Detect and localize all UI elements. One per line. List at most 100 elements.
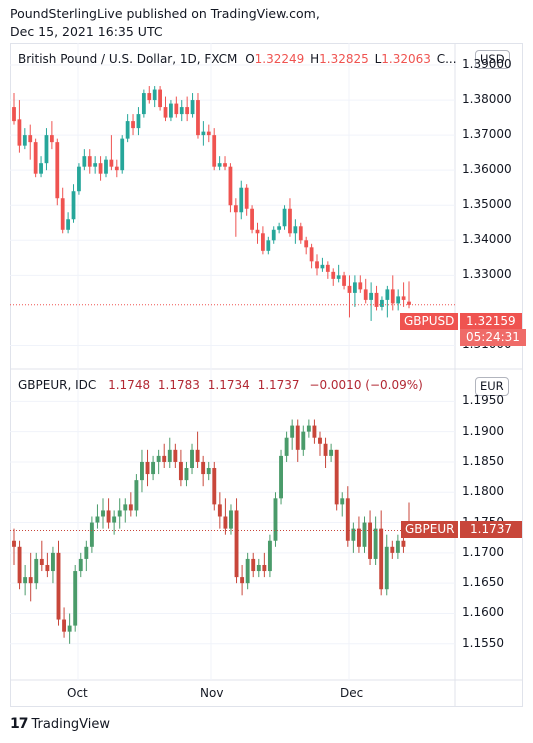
candle-body [262, 564, 267, 572]
candle-body [345, 498, 350, 541]
candle-body [73, 571, 78, 626]
price-tick-label: 1.1950 [462, 393, 504, 408]
candle-body [78, 558, 83, 572]
candle-body [169, 103, 173, 118]
pane2-change-value: −0.0010 (−0.09%) [309, 378, 423, 392]
candle-body [279, 455, 283, 499]
candle-body [329, 449, 334, 456]
price-tick-label: 1.1700 [462, 544, 504, 559]
candle-body [141, 93, 146, 115]
chart-frame [10, 43, 523, 707]
candle-body [266, 240, 271, 251]
candle-body [67, 625, 72, 632]
candle-body [309, 247, 314, 262]
candle-body [325, 264, 330, 272]
pane1-last-symbol-label: GBPUSD [400, 313, 459, 330]
candle-body [271, 229, 276, 241]
candle-body [93, 163, 98, 167]
xaxis-label-oct: Oct [67, 686, 88, 700]
candle-body [407, 301, 411, 305]
candle-body [315, 261, 319, 269]
candle-body [250, 208, 254, 230]
candle-body [323, 443, 328, 456]
candle-body [60, 198, 65, 230]
xaxis-label-nov: Nov [200, 686, 224, 700]
candle-body [384, 546, 389, 590]
candle-body [17, 546, 22, 584]
candle-body [374, 292, 379, 307]
pane1-legend: British Pound / U.S. Dollar, 1D, FXCM O1… [18, 52, 457, 66]
candle-body [173, 449, 178, 462]
pane1-low-label: L [374, 52, 382, 66]
candle-body [362, 522, 367, 547]
candle-body [206, 468, 211, 475]
pane1-symbol-title: British Pound / U.S. Dollar, 1D, FXCM [18, 52, 238, 66]
candle-body [201, 131, 206, 136]
candle-body [140, 461, 144, 481]
candle-body [373, 528, 378, 559]
pane1-open-value: 1.32249 [254, 52, 305, 66]
candle-body [306, 425, 311, 432]
candle-body [233, 205, 238, 213]
price-tick-label: 1.34000 [462, 232, 512, 247]
pane1-high-value: 1.32825 [319, 52, 369, 66]
candle-body [106, 510, 111, 523]
candle-body [131, 121, 135, 129]
candle-body [158, 89, 162, 108]
candle-body [212, 468, 217, 505]
candle-body [82, 156, 87, 167]
candle-body [223, 516, 228, 529]
candle-body [95, 516, 100, 523]
candle-body [190, 100, 195, 115]
candle-body [385, 289, 390, 300]
candle-body [12, 107, 16, 122]
price-tick-label: 1.37000 [462, 127, 512, 142]
candle-body [277, 226, 282, 230]
candle-body [229, 510, 233, 529]
tradingview-brand-text: TradingView [31, 716, 111, 732]
candle-body [295, 425, 300, 450]
candle-body [245, 558, 250, 584]
candle-body [87, 156, 92, 167]
candle-body [128, 504, 133, 511]
price-tick-label: 1.39000 [462, 57, 512, 71]
candle-body [174, 103, 179, 115]
candle-body [282, 208, 287, 227]
price-tick-label: 1.1900 [462, 423, 504, 438]
xaxis-label-dec: Dec [340, 686, 364, 700]
candle-body [334, 449, 339, 505]
pane1-countdown-label: 05:24:31 [460, 329, 526, 346]
tradingview-logo-icon: 17 [10, 716, 29, 732]
pane1-low-value: 1.32063 [381, 52, 431, 66]
candle-body [298, 226, 303, 241]
pane2-high-value: 1.1783 [157, 378, 200, 392]
candle-body [255, 229, 260, 234]
price-tick-label: 1.1550 [462, 635, 504, 650]
publish-date: Dec 15, 2021 16:35 UTC [10, 24, 163, 39]
pane1-currency-badge[interactable]: USD [475, 50, 510, 69]
candle-body [145, 461, 150, 475]
pane2-currency-badge[interactable]: EUR [475, 377, 509, 396]
candle-body [71, 191, 76, 220]
candle-body [185, 107, 190, 115]
price-tick-label: 1.35000 [462, 197, 512, 212]
candle-body [358, 282, 363, 290]
price-tick-label: 1.1650 [462, 575, 504, 590]
price-tick-label: 1.1850 [462, 453, 504, 468]
candle-body [167, 449, 172, 462]
candle-body [84, 546, 89, 559]
candle-body [49, 135, 54, 143]
candle-body [288, 208, 292, 234]
candle-body [136, 114, 141, 129]
candle-body [98, 163, 103, 174]
tradingview-logo[interactable]: 17 TradingView [10, 716, 110, 732]
candle-body [114, 166, 119, 171]
candle-body [284, 437, 289, 456]
candle-body [206, 131, 211, 136]
candle-body [340, 498, 345, 505]
candle-body [369, 292, 374, 300]
pane2-open-value: 1.1748 [108, 378, 151, 392]
price-tick-label: 1.38000 [462, 92, 512, 107]
candle-body [44, 135, 49, 164]
